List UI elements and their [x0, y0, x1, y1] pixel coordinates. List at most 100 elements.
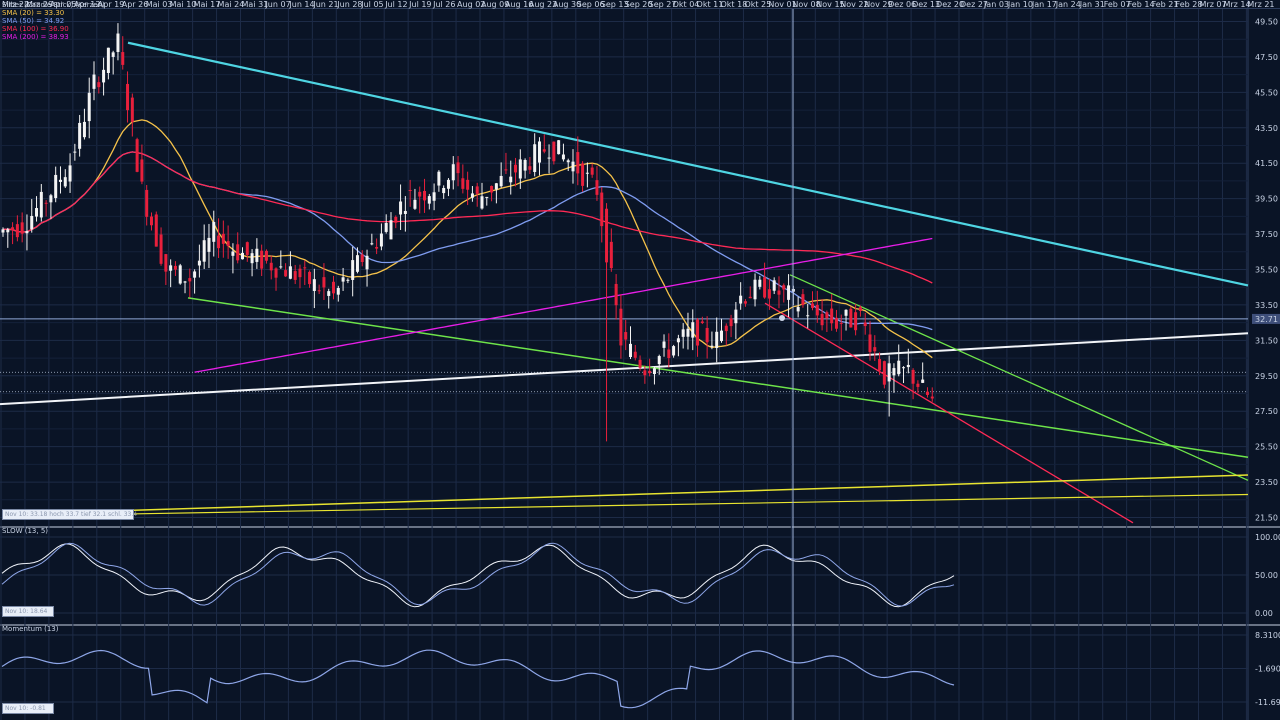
candle-body — [149, 216, 153, 226]
candle-body — [197, 260, 201, 266]
candle-body — [619, 308, 623, 346]
crosshair — [779, 9, 794, 720]
candle-body — [724, 325, 728, 332]
date-tick-label: Apr 12 — [74, 0, 101, 9]
candle-body — [274, 268, 278, 278]
candle-body — [154, 214, 158, 247]
candle-body — [533, 144, 537, 172]
date-tick-label: Jul 12 — [384, 0, 407, 9]
date-tick-label: Okt 18 — [721, 0, 748, 9]
candle-body — [169, 265, 173, 271]
candle-body — [355, 255, 359, 272]
candle-body — [470, 193, 474, 198]
date-tick-label: Nov 01 — [768, 0, 796, 9]
candle-body — [78, 122, 82, 149]
candle-body — [461, 178, 465, 189]
date-tick-label: Feb 14 — [1128, 0, 1155, 9]
date-tick-label: Sep 13 — [601, 0, 629, 9]
candle-body — [437, 171, 441, 186]
candle-body — [68, 165, 72, 182]
candle-body — [691, 322, 695, 338]
candle-body — [332, 281, 336, 294]
date-tick-label: Okt 11 — [697, 0, 724, 9]
candle-body — [930, 396, 934, 399]
candle-body — [20, 222, 24, 234]
candle-body — [777, 290, 781, 295]
candle-body — [820, 313, 824, 326]
candle-body — [403, 210, 407, 214]
candle-body — [906, 364, 910, 368]
candle-body — [801, 294, 805, 305]
trendlines[interactable] — [0, 41, 1249, 524]
candle-body — [145, 189, 149, 217]
red-channel-trendline — [764, 302, 1134, 524]
candle-body — [672, 346, 676, 356]
candlesticks[interactable] — [1, 23, 934, 442]
date-tick-label: Mrz 22 — [2, 0, 29, 9]
candle-body — [293, 271, 297, 280]
candle-body — [815, 304, 819, 316]
candle-body — [1, 229, 5, 233]
stochastic-tick-label: 0.00 — [1255, 609, 1273, 618]
candle-body — [159, 234, 163, 264]
date-tick-label: Jan 17 — [1031, 0, 1057, 9]
candle-body — [298, 268, 302, 278]
price-tick-label: 35.50 — [1255, 266, 1278, 275]
yellow-trendline-lower — [129, 493, 1249, 515]
date-tick-label: Jan 24 — [1055, 0, 1081, 9]
candle-body — [494, 183, 498, 190]
candle-body — [303, 267, 307, 269]
date-tick-label: Apr 05 — [50, 0, 77, 9]
candle-body — [571, 161, 575, 172]
price-panel-title: Silber (Candle Stick) (Kerzen) — [2, 1, 105, 9]
date-tick-label: Jul 19 — [408, 0, 431, 9]
candle-body — [614, 283, 618, 306]
candle-body — [6, 229, 10, 233]
candle-body — [844, 309, 848, 316]
candle-body — [609, 241, 613, 269]
candle-body — [772, 280, 776, 291]
price-tick-label: 49.50 — [1255, 18, 1278, 27]
candle-body — [236, 244, 240, 261]
date-tick-label: Aug 02 — [457, 0, 485, 9]
candle-body — [595, 180, 599, 195]
price-tick-label: 41.50 — [1255, 159, 1278, 168]
candle-body — [648, 370, 652, 374]
candle-body — [830, 308, 834, 324]
candle-body — [54, 174, 58, 199]
date-tick-label: Okt 04 — [673, 0, 700, 9]
candle-body — [480, 196, 484, 209]
candle-body — [389, 220, 393, 240]
candle-body — [173, 265, 177, 270]
date-tick-label: Feb 07 — [1104, 0, 1131, 9]
sma100-line — [2, 151, 933, 284]
candle-body — [226, 241, 230, 247]
candle-body — [207, 237, 211, 252]
candle-body — [576, 152, 580, 174]
candle-body — [873, 347, 877, 352]
candle-body — [743, 301, 747, 304]
candle-body — [902, 367, 906, 369]
candle-body — [686, 328, 690, 337]
candle-body — [811, 303, 815, 308]
date-tick-label: Jul 26 — [432, 0, 455, 9]
candle-body — [892, 368, 896, 376]
date-tick-label: Mrz 14 — [1223, 0, 1250, 9]
candle-body — [911, 369, 915, 384]
price-tick-label: 23.50 — [1255, 478, 1278, 487]
candle-body — [188, 278, 192, 282]
legend-sma20: SMA (20) = 33.30 — [2, 9, 65, 17]
candle-body — [485, 196, 489, 198]
candle-body — [767, 289, 771, 299]
candle-body — [863, 322, 867, 327]
price-tick-label: 31.50 — [1255, 336, 1278, 345]
candle-body — [499, 175, 503, 187]
candle-body — [561, 154, 565, 160]
candle-body — [667, 349, 671, 358]
date-tick-label: Jan 31 — [1079, 0, 1105, 9]
candle-body — [758, 279, 762, 287]
date-tick-label: Aug 30 — [553, 0, 581, 9]
candle-body — [662, 341, 666, 348]
candle-body — [312, 279, 316, 291]
